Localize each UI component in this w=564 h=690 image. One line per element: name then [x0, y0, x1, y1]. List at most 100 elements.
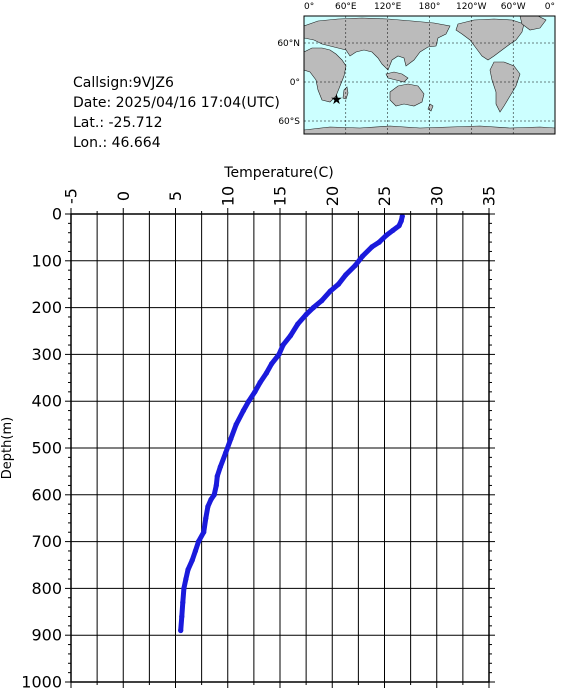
land-europe-asia — [304, 17, 451, 71]
profile-point — [189, 557, 195, 563]
profile-point — [192, 548, 198, 554]
y-tick-label: 0 — [52, 205, 62, 224]
y-tick-label: 900 — [31, 626, 62, 645]
profile-point — [217, 464, 223, 470]
profile-point — [180, 599, 186, 606]
x-tick-label: 20 — [323, 186, 342, 206]
map-lon-label: 120°W — [456, 2, 487, 12]
profile-point — [327, 288, 333, 294]
map-land — [304, 16, 555, 134]
chart-grid — [70, 213, 490, 683]
profile-point — [240, 408, 246, 414]
station-info: Callsign:9VJZ6 Date: 2025/04/16 17:04(UT… — [73, 75, 280, 151]
y-tick-label: 800 — [31, 579, 62, 598]
x-tick-label: 30 — [427, 186, 446, 206]
profile-point — [399, 213, 405, 219]
profile-point — [280, 342, 286, 348]
profile-point — [335, 281, 342, 287]
x-tick-label: 10 — [218, 186, 237, 206]
profile-point — [201, 529, 207, 535]
temperature-profile-line — [178, 213, 405, 633]
profile-point — [179, 613, 185, 620]
profile-point — [208, 496, 214, 503]
profile-point — [195, 539, 202, 545]
profile-point — [396, 223, 402, 229]
x-tick-label: 0 — [114, 191, 133, 201]
y-tick-label: 200 — [31, 298, 62, 317]
callsign-text: Callsign:9VJZ6 — [73, 75, 174, 91]
map-frame — [303, 15, 556, 135]
profile-point — [319, 298, 325, 304]
x-tick-label: 25 — [375, 186, 394, 206]
map-graticule — [304, 16, 555, 134]
profile-point — [295, 321, 301, 327]
chart-series — [178, 213, 405, 634]
profile-point — [178, 627, 184, 634]
x-tick-label: 35 — [480, 186, 499, 206]
y-axis-title: Depth(m) — [0, 417, 15, 479]
profile-point — [390, 227, 396, 233]
map-lon-labels: 0° 60°E 120°E 180° 120°W 60°W 0° — [304, 2, 555, 12]
profile-point — [213, 482, 219, 488]
profile-point — [228, 436, 234, 442]
profile-point — [181, 585, 187, 592]
profile-chart: Temperature(C) Depth(m) -5 0 5 10 15 20 25 30 35… — [0, 165, 499, 690]
profile-point — [369, 244, 375, 250]
land-north-america — [455, 18, 525, 61]
map-lat-label: 0° — [290, 78, 300, 88]
profile-point — [203, 515, 209, 521]
map-lat-label: 60°N — [277, 39, 300, 49]
profile-point — [252, 389, 258, 395]
x-tick-label: -5 — [62, 188, 81, 204]
map-lat-label: 60°S — [278, 117, 300, 127]
profile-point — [233, 422, 239, 428]
x-tick-label: 5 — [166, 191, 185, 201]
longitude-text: Lon.: 46.664 — [73, 135, 161, 151]
profile-point — [352, 262, 358, 269]
station-star-marker: ★ — [330, 92, 343, 108]
profile-point — [205, 503, 211, 510]
date-text: Date: 2025/04/16 17:04(UTC) — [73, 95, 280, 111]
chart-tick-labels: -5 0 5 10 15 20 25 30 35010020030040050060070080… — [21, 186, 498, 690]
profile-point — [263, 370, 269, 376]
profile-point — [214, 473, 220, 479]
land-greenland — [519, 16, 547, 31]
map-lon-label: 0° — [545, 2, 555, 12]
profile-point — [223, 450, 229, 456]
profile-point — [376, 239, 382, 245]
land-southeast-asia — [385, 71, 409, 83]
latitude-text: Lat.: -25.712 — [73, 115, 163, 131]
land-madagascar — [342, 86, 349, 100]
map-lon-label: 120°E — [374, 2, 402, 12]
x-axis-title: Temperature(C) — [223, 165, 333, 181]
profile-point — [287, 333, 294, 339]
profile-point — [185, 567, 191, 573]
x-tick-label: 15 — [271, 186, 290, 206]
profile-point — [343, 272, 349, 278]
profile-point — [276, 351, 282, 357]
y-tick-label: 1000 — [21, 673, 62, 690]
profile-point — [257, 379, 263, 386]
y-tick-label: 700 — [31, 532, 62, 551]
y-tick-label: 600 — [31, 485, 62, 504]
profile-point — [183, 576, 189, 582]
map-lon-label: 60°W — [501, 2, 526, 12]
profile-point — [360, 253, 366, 259]
y-tick-label: 400 — [31, 392, 62, 411]
profile-point — [398, 218, 404, 224]
map-lon-label: 60°E — [335, 2, 357, 12]
location-map: ★ 0° 60°E 120°E 180° 120°W 60°W 0° 60°N 0° 60°S — [277, 2, 556, 135]
chart-frame — [70, 213, 490, 683]
profile-point — [303, 312, 309, 318]
land-south-america — [489, 61, 521, 113]
profile-point — [269, 361, 275, 367]
map-lon-label: 180° — [419, 2, 441, 12]
y-tick-label: 500 — [31, 439, 62, 458]
profile-point — [310, 305, 316, 311]
y-tick-label: 100 — [31, 251, 62, 270]
profile-point — [246, 398, 252, 404]
profile-point — [211, 492, 217, 498]
map-lat-labels: 60°N 0° 60°S — [277, 39, 300, 127]
y-tick-label: 300 — [31, 345, 62, 364]
